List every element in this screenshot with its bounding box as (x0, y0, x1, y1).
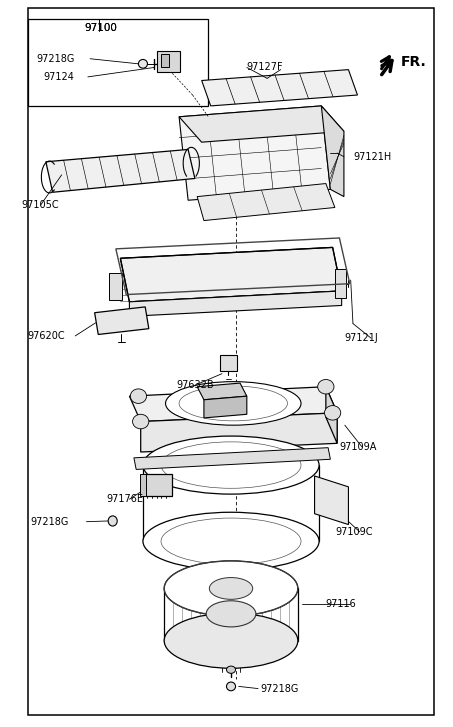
Text: 97218G: 97218G (30, 517, 68, 526)
Ellipse shape (143, 513, 319, 570)
Ellipse shape (209, 577, 253, 599)
Ellipse shape (130, 389, 147, 403)
Bar (109, 273, 122, 300)
Polygon shape (134, 448, 330, 470)
Bar (161, 55, 169, 68)
Text: 97100: 97100 (84, 23, 117, 33)
Text: FR.: FR. (400, 55, 426, 69)
Polygon shape (179, 106, 344, 142)
Bar (220, 355, 237, 371)
Polygon shape (204, 396, 247, 418)
Text: 97176E: 97176E (107, 494, 144, 505)
Text: 97127F: 97127F (247, 63, 284, 73)
Ellipse shape (143, 436, 319, 494)
Bar (145, 474, 172, 496)
Text: 97116: 97116 (326, 599, 357, 609)
Ellipse shape (164, 561, 298, 616)
Polygon shape (202, 70, 357, 106)
Ellipse shape (206, 601, 256, 627)
Ellipse shape (133, 414, 149, 429)
Polygon shape (179, 106, 330, 200)
Ellipse shape (165, 382, 301, 425)
Text: 97620C: 97620C (27, 331, 64, 341)
Polygon shape (197, 383, 247, 400)
Polygon shape (46, 150, 195, 192)
Ellipse shape (108, 516, 117, 526)
Polygon shape (95, 307, 149, 334)
Polygon shape (326, 387, 337, 443)
Text: 97121H: 97121H (353, 152, 391, 161)
Bar (156, 52, 180, 72)
Text: 97121J: 97121J (344, 333, 378, 343)
Bar (335, 269, 346, 298)
Ellipse shape (226, 666, 236, 673)
Text: 97632B: 97632B (177, 380, 214, 390)
Ellipse shape (139, 60, 148, 68)
Text: 97109C: 97109C (335, 527, 372, 537)
Text: 97218G: 97218G (260, 683, 299, 694)
Polygon shape (321, 106, 344, 196)
Polygon shape (197, 183, 335, 220)
Text: 97105C: 97105C (21, 201, 58, 210)
Ellipse shape (324, 406, 341, 420)
Bar (28, 19, 208, 106)
Text: 97109A: 97109A (339, 442, 377, 452)
Polygon shape (314, 476, 348, 525)
Text: 97124: 97124 (43, 72, 74, 82)
Ellipse shape (164, 613, 298, 668)
Text: 97100: 97100 (84, 23, 117, 33)
Bar (140, 474, 146, 496)
Text: 97218G: 97218G (37, 54, 75, 64)
Ellipse shape (226, 682, 236, 691)
Ellipse shape (318, 379, 334, 394)
Polygon shape (120, 247, 342, 302)
Polygon shape (130, 387, 337, 422)
Polygon shape (130, 291, 342, 316)
Polygon shape (141, 413, 337, 452)
